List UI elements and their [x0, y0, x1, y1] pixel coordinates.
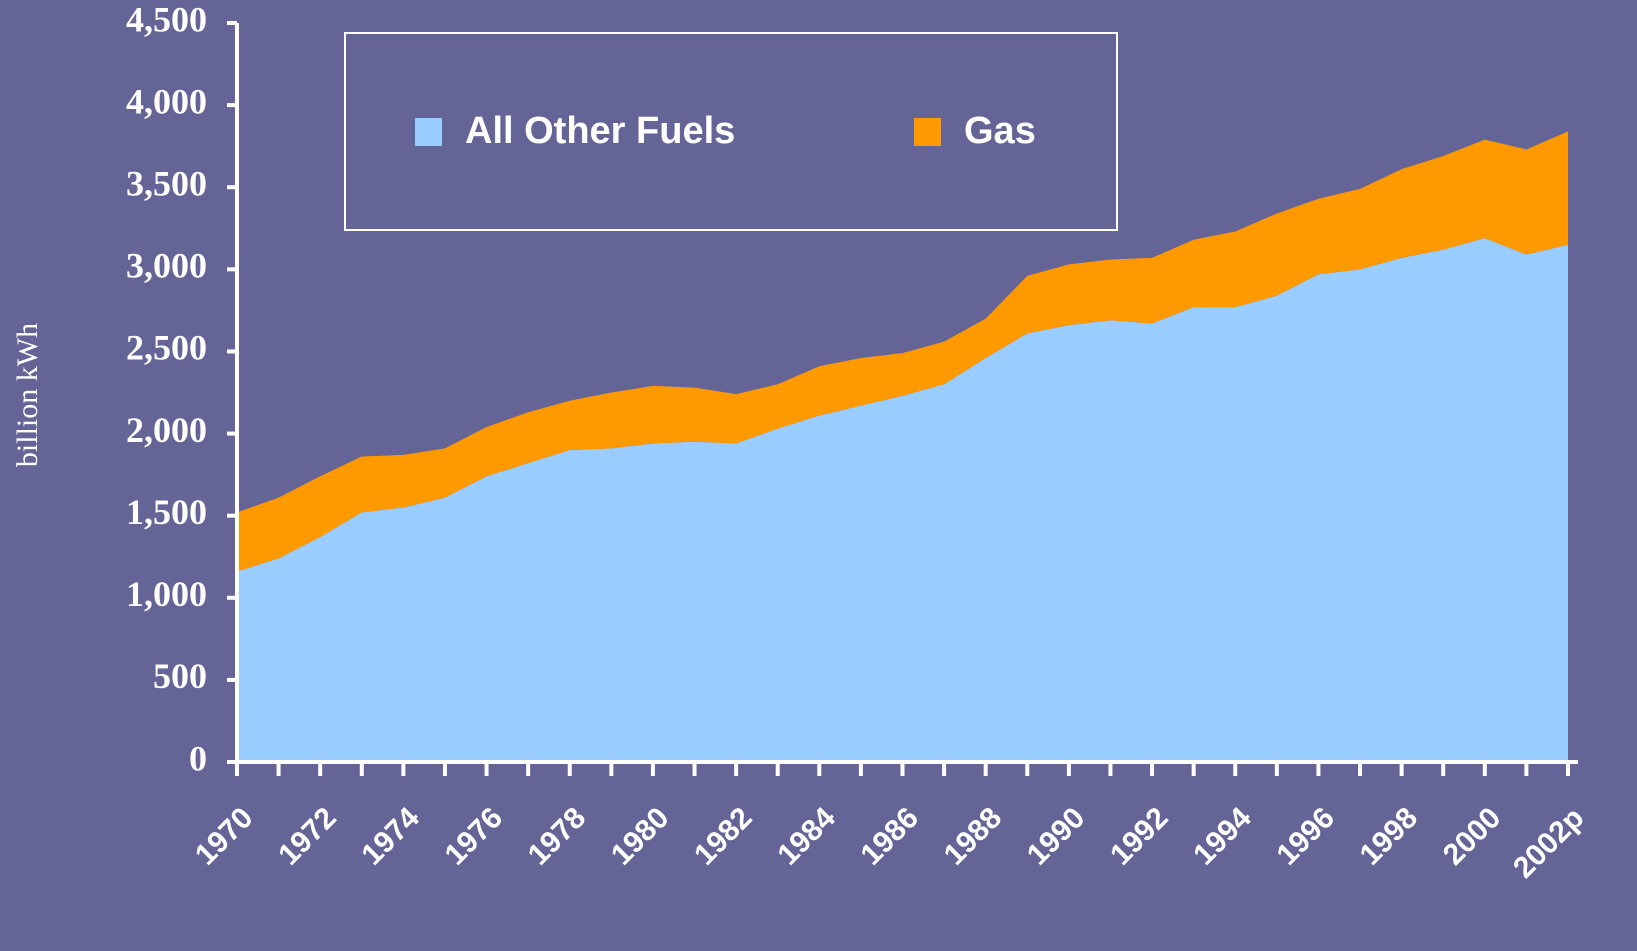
y-tick-label: 3,000 — [126, 246, 207, 286]
legend-box — [344, 32, 1118, 231]
legend-swatch — [914, 118, 941, 146]
y-tick-label: 2,500 — [126, 328, 207, 368]
y-tick-label: 500 — [153, 656, 207, 696]
legend-swatch — [415, 118, 442, 146]
y-tick-label: 3,500 — [126, 163, 207, 203]
area — [237, 238, 1568, 762]
y-tick-label: 0 — [189, 738, 207, 778]
y-tick-label: 1,000 — [126, 574, 207, 614]
y-tick-label: 4,000 — [126, 81, 207, 121]
legend-label: All Other Fuels — [465, 110, 735, 152]
y-tick-label: 4,500 — [126, 0, 207, 39]
y-tick-label: 1,500 — [126, 492, 207, 532]
y-axis-label: billion kWh — [11, 323, 44, 467]
legend-label: Gas — [964, 110, 1036, 152]
area — [237, 131, 1568, 572]
y-tick-label: 2,000 — [126, 410, 207, 450]
